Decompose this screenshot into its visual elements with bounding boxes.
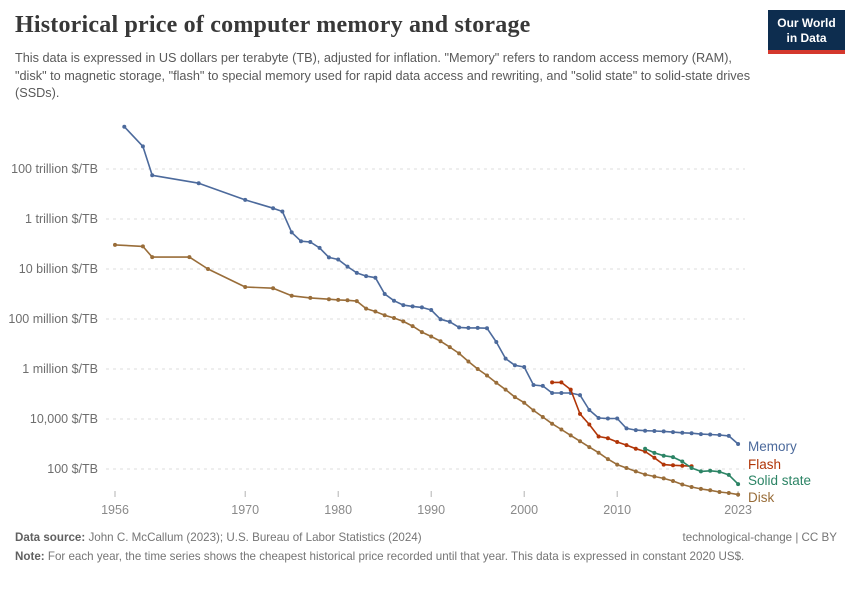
svg-text:100 $/TB: 100 $/TB [47,462,98,476]
svg-text:1 million $/TB: 1 million $/TB [22,362,98,376]
owid-logo-line1: Our World [777,16,836,30]
series-label-flash: Flash [748,457,782,472]
source-row: Data source: John C. McCallum (2023); U.… [15,531,837,544]
chart-footer: Data source: John C. McCallum (2023); U.… [15,531,837,566]
svg-text:100 trillion $/TB: 100 trillion $/TB [11,162,98,176]
series-disk [113,242,741,497]
svg-text:2000: 2000 [510,503,538,517]
gridlines: 100 trillion $/TB 1 trillion $/TB 10 billi… [8,162,745,476]
svg-text:100 million $/TB: 100 million $/TB [8,312,98,326]
svg-text:2023: 2023 [724,503,752,517]
series-label-disk: Disk [748,490,775,505]
attribution: technological-change | CC BY [682,531,837,544]
page-title: Historical price of computer memory and … [15,12,531,38]
series-memory [122,124,741,446]
svg-text:10 billion $/TB: 10 billion $/TB [19,262,98,276]
series-label-solid-state: Solid state [748,473,812,488]
series-flash [550,380,694,469]
svg-text:1980: 1980 [324,503,352,517]
svg-text:1970: 1970 [231,503,259,517]
data-source: Data source: John C. McCallum (2023); U.… [15,531,422,544]
series-solid-state [643,446,741,487]
owid-logo: Our World in Data [768,10,845,54]
owid-logo-accent-bar [768,50,845,54]
chart-note: Note: For each year, the time series sho… [15,550,745,563]
owid-logo-line2: in Data [786,31,827,45]
svg-text:1990: 1990 [417,503,445,517]
svg-text:1 trillion $/TB: 1 trillion $/TB [25,212,98,226]
svg-text:1956: 1956 [101,503,129,517]
series-label-memory: Memory [748,439,797,454]
chart-subtitle: This data is expressed in US dollars per… [15,51,751,101]
svg-text:2010: 2010 [603,503,631,517]
x-axis: 1956 1970 1980 1990 2000 2010 2023 [101,491,752,517]
line-chart: 100 trillion $/TB 1 trillion $/TB 10 billi… [8,124,752,517]
svg-text:10,000 $/TB: 10,000 $/TB [30,412,98,426]
